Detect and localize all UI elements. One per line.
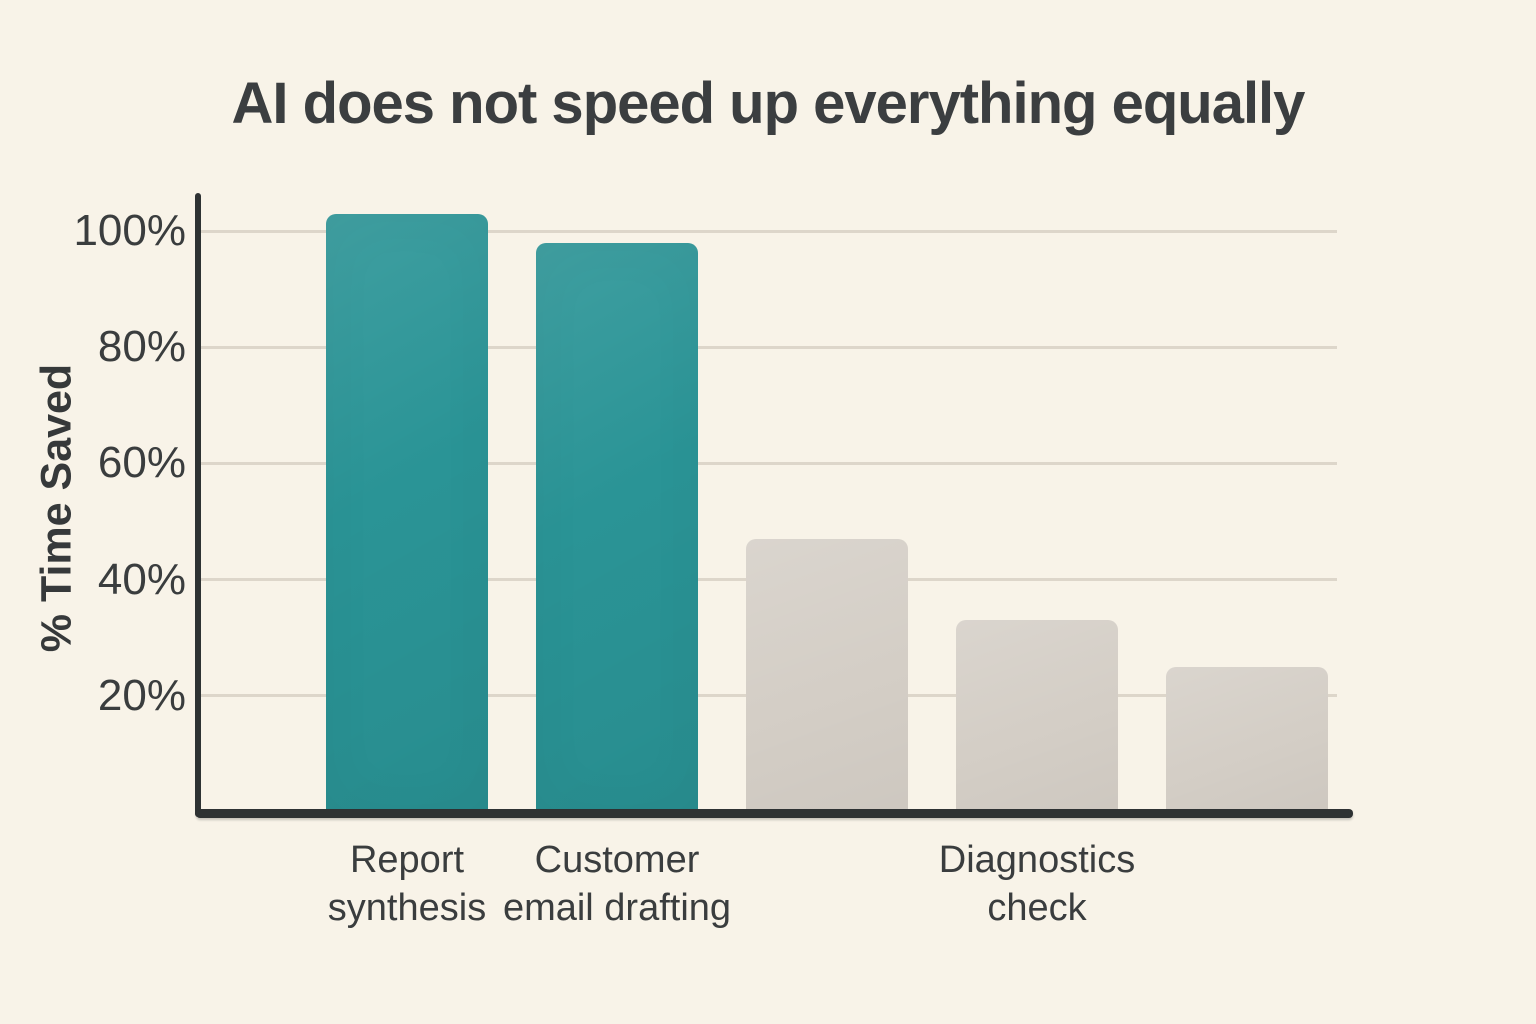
y-tick-label-60: 60% xyxy=(97,438,186,488)
category-label-line: check xyxy=(987,887,1087,929)
category-label-diagnostics-check: Diagnostics check xyxy=(887,836,1187,932)
gridline-60 xyxy=(200,461,1337,465)
category-label-line: email drafting xyxy=(502,887,732,929)
category-label-line: Report xyxy=(349,839,465,881)
gridline-100 xyxy=(200,229,1337,233)
category-label-line: Diagnostics xyxy=(938,839,1136,881)
chart-title: AI does not speed up everything equally xyxy=(231,71,1306,136)
bar-unlabeled-5 xyxy=(1166,666,1328,813)
y-tick-label-80: 80% xyxy=(97,322,186,372)
y-tick-label-40: 40% xyxy=(97,554,186,604)
bar-unlabeled-3 xyxy=(746,538,908,813)
y-tick-label-20: 20% xyxy=(97,670,186,720)
y-axis-line xyxy=(195,193,201,817)
gridline-80 xyxy=(200,345,1337,349)
bar-report-synthesis xyxy=(326,213,488,813)
x-axis-line xyxy=(196,809,1353,818)
bar-diagnostics-check xyxy=(956,620,1118,812)
category-label-customer-email-drafting: Customer email drafting xyxy=(467,836,767,932)
y-tick-label-100: 100% xyxy=(73,206,186,255)
bar-customer-email-drafting xyxy=(536,242,698,813)
category-label-line: synthesis xyxy=(327,887,487,929)
category-label-line: Customer xyxy=(534,839,700,881)
category-label-report-synthesis: Report synthesis xyxy=(257,836,557,932)
